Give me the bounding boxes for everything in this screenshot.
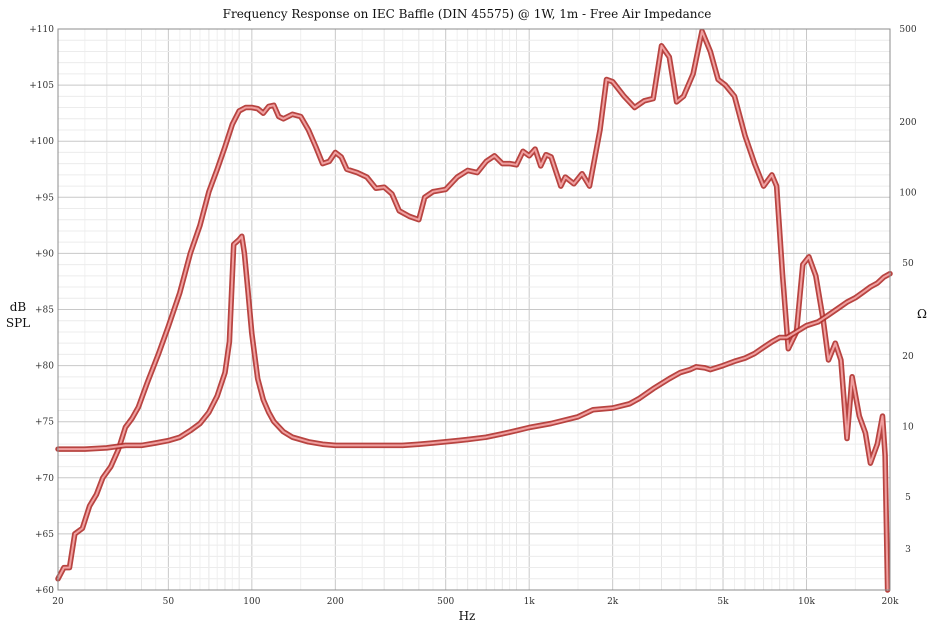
x-tick-label: 200	[327, 597, 344, 607]
y-left-tick-labels: +60 +65 +70 +75 +80 +85 +90 +95 +100 +105 +110	[29, 25, 54, 596]
grid	[57, 28, 891, 591]
x-tick-label: 20	[52, 597, 64, 607]
plot-frame	[57, 28, 891, 591]
y-left-tick-label: +70	[35, 474, 54, 484]
x-tick-label: 10k	[798, 597, 815, 607]
y-left-axis-title-line1: dB	[10, 300, 27, 314]
y-right-tick-label: 5	[905, 493, 911, 503]
y-right-tick-label: 200	[899, 118, 916, 128]
y-left-tick-label: +80	[35, 362, 54, 372]
y-left-tick-label: +60	[35, 586, 54, 596]
series-2	[55, 233, 893, 452]
y-right-tick-label: 50	[902, 259, 914, 269]
y-left-tick-label: +100	[29, 137, 54, 147]
y-right-tick-label: 500	[899, 25, 916, 35]
series-2-line-inner	[57, 235, 891, 451]
y-right-tick-label: 3	[905, 545, 911, 555]
y-left-tick-label: +95	[35, 193, 54, 203]
x-tick-label: 20k	[882, 597, 899, 607]
y-right-tick-label: 10	[902, 422, 914, 432]
y-left-tick-label: +65	[35, 530, 54, 540]
y-left-tick-label: +110	[29, 25, 54, 35]
y-right-axis-title: Ω	[917, 307, 927, 321]
y-right-tick-label: 100	[899, 189, 916, 199]
y-right-tick-label: 20	[902, 352, 914, 362]
x-tick-label: 1k	[524, 597, 536, 607]
x-tick-label: 500	[437, 597, 454, 607]
series-layer	[55, 28, 893, 593]
y-left-tick-label: +85	[35, 306, 54, 316]
y-left-tick-label: +90	[35, 249, 54, 259]
y-left-tick-label: +75	[35, 418, 54, 428]
y-left-axis-title-line2: SPL	[6, 316, 30, 330]
x-tick-label: 100	[243, 597, 260, 607]
chart-title: Frequency Response on IEC Baffle (DIN 45…	[223, 7, 712, 21]
x-tick-label: 5k	[717, 597, 729, 607]
y-left-tick-label: +105	[29, 81, 54, 91]
x-tick-label: 2k	[607, 597, 619, 607]
x-tick-labels: 20 50 100 200 500 1k 2k 5k 10k 20k	[52, 597, 899, 607]
y-right-tick-labels: 3 5 10 20 50 100 200 500	[899, 25, 916, 555]
series-1-line-inner	[57, 30, 889, 591]
x-tick-label: 50	[163, 597, 175, 607]
series-1	[55, 28, 891, 593]
x-axis-title: Hz	[459, 609, 476, 623]
